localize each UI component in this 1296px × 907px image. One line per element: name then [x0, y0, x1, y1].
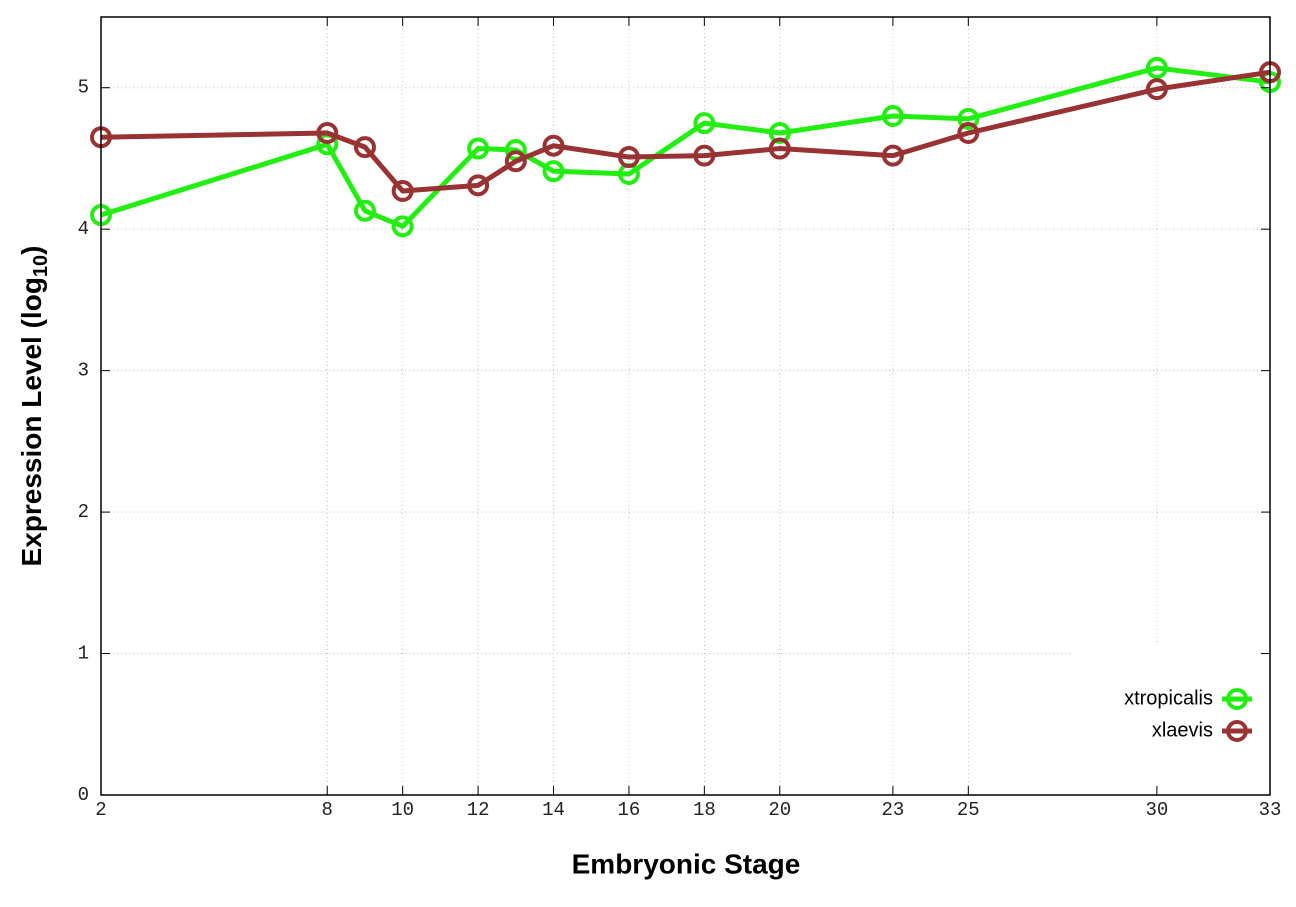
y-axis-label-subscript: 10: [30, 255, 52, 277]
point: [504, 150, 527, 173]
y-axis-label-main: Expression Level (log: [16, 277, 47, 566]
point: [617, 146, 640, 169]
y-tick-label: 1: [78, 643, 89, 665]
y-tick-label: 3: [78, 360, 89, 382]
point: [1145, 56, 1168, 79]
legend-label: xtropicalis: [1124, 687, 1213, 709]
point: [768, 137, 791, 160]
legend-background: [1072, 645, 1269, 794]
point: [542, 134, 565, 157]
y-tick-label: 4: [78, 218, 89, 240]
point: [353, 199, 376, 222]
y-tick-label: 2: [78, 501, 89, 523]
x-tick-label: 33: [1259, 799, 1282, 821]
legend-marker: [1226, 720, 1248, 742]
point: [881, 144, 904, 167]
point: [881, 105, 904, 128]
x-tick-label: 23: [881, 799, 904, 821]
point: [768, 121, 791, 144]
x-tick-label: 2: [95, 799, 106, 821]
point: [391, 179, 414, 202]
y-tick-label: 5: [78, 77, 89, 99]
point: [693, 144, 716, 167]
legend-label: xlaevis: [1152, 719, 1213, 741]
y-axis-label: Expression Level (log10): [16, 246, 52, 567]
x-tick-label: 10: [391, 799, 414, 821]
x-tick-label: 30: [1145, 799, 1168, 821]
point: [957, 107, 980, 130]
point: [467, 137, 490, 160]
x-tick-label: 20: [768, 799, 791, 821]
x-tick-label: 8: [322, 799, 333, 821]
x-tick-label: 16: [618, 799, 641, 821]
legend-marker: [1226, 688, 1248, 710]
x-axis-label: Embryonic Stage: [572, 848, 801, 879]
x-tick-label: 14: [542, 799, 565, 821]
x-tick-label: 18: [693, 799, 716, 821]
y-tick-label: 0: [78, 784, 89, 806]
y-axis-label-end: ): [16, 246, 47, 255]
series-line: [100, 65, 1271, 229]
point: [391, 215, 414, 238]
point: [542, 160, 565, 183]
plot-frame: [100, 16, 1271, 796]
x-tick-label: 25: [957, 799, 980, 821]
point: [353, 136, 376, 159]
point: [693, 112, 716, 135]
point: [467, 174, 490, 197]
point: [1145, 78, 1168, 101]
point: [316, 121, 339, 144]
point: [957, 121, 980, 144]
x-tick-label: 12: [467, 799, 490, 821]
